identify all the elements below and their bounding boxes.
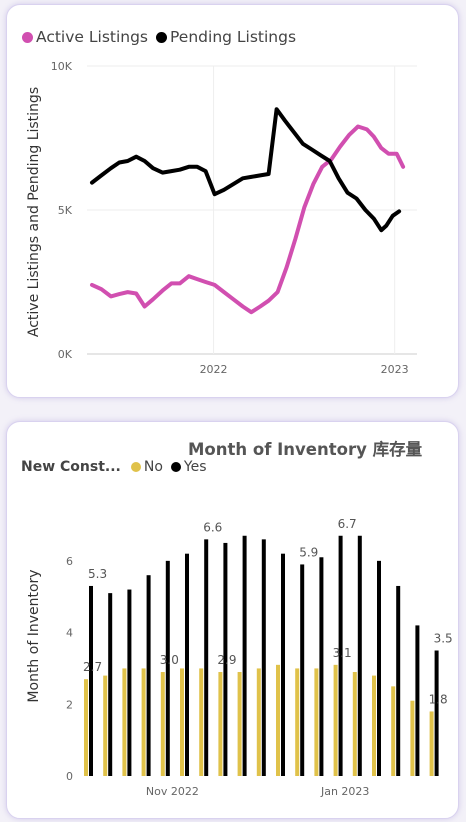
bar-yes[interactable] bbox=[396, 585, 401, 776]
listings-legend: Active Listings Pending Listings bbox=[22, 28, 304, 46]
inventory-y-axis-label: Month of Inventory bbox=[26, 569, 42, 702]
bar-no[interactable] bbox=[237, 672, 242, 776]
x-tick-label: 2023 bbox=[381, 363, 409, 376]
data-label: 1.8 bbox=[429, 692, 448, 706]
active-listings-line[interactable] bbox=[90, 124, 406, 315]
y-tick-label: 0K bbox=[58, 348, 73, 361]
legend-yes-marker bbox=[170, 462, 181, 472]
bar-yes[interactable] bbox=[357, 535, 362, 776]
bar-yes[interactable] bbox=[281, 553, 285, 776]
bar-no[interactable] bbox=[333, 664, 338, 776]
x-tick-label: Jan 2023 bbox=[320, 785, 369, 798]
legend-active-listings[interactable]: Active Listings bbox=[22, 28, 148, 46]
data-label: 5.9 bbox=[299, 545, 318, 559]
bar-no[interactable] bbox=[199, 668, 204, 776]
bar-yes[interactable] bbox=[165, 560, 170, 776]
listings-x-ticks: 2022 2023 bbox=[200, 363, 409, 376]
legend-active-listings-marker bbox=[22, 31, 33, 43]
pending-listings-line[interactable] bbox=[90, 107, 402, 233]
listings-series-lines bbox=[90, 107, 406, 315]
bar-yes[interactable] bbox=[89, 585, 93, 776]
data-label: 3.5 bbox=[434, 632, 453, 646]
listings-gridlines bbox=[87, 65, 417, 355]
data-label: 3.1 bbox=[333, 646, 352, 660]
bar-yes[interactable] bbox=[261, 539, 266, 776]
bar-no[interactable] bbox=[160, 672, 165, 776]
bar-yes[interactable] bbox=[127, 589, 132, 776]
bar-yes[interactable] bbox=[108, 593, 113, 776]
bar-no[interactable] bbox=[391, 686, 396, 776]
bar-yes[interactable] bbox=[185, 553, 189, 776]
bar-no[interactable] bbox=[141, 668, 146, 776]
data-label: 3.0 bbox=[160, 653, 179, 667]
y-tick-label: 10K bbox=[51, 60, 73, 73]
data-label: 2.9 bbox=[217, 653, 236, 667]
inventory-chart-title: Month of Inventory 库存量 bbox=[188, 440, 423, 459]
listings-line-chart: Active Listings and Pending Listings 0K 5… bbox=[26, 60, 417, 376]
y-tick-label: 2 bbox=[66, 698, 73, 711]
legend-no[interactable]: No bbox=[130, 459, 163, 475]
bar-no[interactable] bbox=[352, 672, 357, 776]
legend-active-listings-label: Active Listings bbox=[36, 28, 149, 46]
bar-yes[interactable] bbox=[300, 564, 305, 776]
bar-no[interactable] bbox=[84, 679, 88, 776]
bar-yes[interactable] bbox=[434, 650, 439, 777]
bar-yes[interactable] bbox=[415, 625, 420, 776]
data-label: 5.3 bbox=[88, 567, 107, 581]
inventory-chart-card: Month of Inventory 库存量 New Const... No Y… bbox=[6, 421, 459, 819]
legend-no-label: No bbox=[143, 459, 163, 475]
inventory-legend: New Const... No Yes bbox=[21, 459, 215, 475]
legend-yes[interactable]: Yes bbox=[170, 459, 207, 475]
legend-pending-listings-label: Pending Listings bbox=[170, 28, 297, 46]
bar-no[interactable] bbox=[122, 668, 127, 776]
legend-pending-listings-marker bbox=[156, 31, 168, 43]
bar-yes[interactable] bbox=[377, 560, 381, 776]
y-tick-label: 5K bbox=[58, 204, 73, 217]
bar-no[interactable] bbox=[410, 700, 415, 776]
listings-y-axis-label: Active Listings and Pending Listings bbox=[26, 87, 42, 337]
bar-no[interactable] bbox=[218, 672, 223, 776]
data-label: 6.6 bbox=[203, 520, 222, 534]
bar-no[interactable] bbox=[372, 675, 376, 776]
bar-no[interactable] bbox=[103, 675, 108, 776]
data-label: 6.7 bbox=[338, 517, 357, 531]
y-tick-label: 4 bbox=[66, 627, 73, 640]
legend-no-marker bbox=[130, 462, 141, 472]
bar-yes[interactable] bbox=[223, 542, 228, 776]
bar-yes[interactable] bbox=[319, 557, 324, 776]
inventory-bars bbox=[84, 535, 439, 777]
bar-yes[interactable] bbox=[242, 535, 247, 776]
bar-no[interactable] bbox=[256, 668, 261, 776]
bar-no[interactable] bbox=[276, 664, 280, 776]
y-tick-label: 0 bbox=[66, 770, 73, 783]
legend-yes-label: Yes bbox=[183, 459, 207, 475]
bar-yes[interactable] bbox=[146, 575, 151, 776]
listings-chart-card: Active Listings Pending Listings Active … bbox=[6, 4, 459, 398]
inventory-y-ticks: 0 2 4 6 bbox=[66, 555, 73, 783]
bar-no[interactable] bbox=[314, 668, 319, 776]
inventory-x-ticks: Nov 2022 Jan 2023 bbox=[146, 785, 370, 798]
bar-yes[interactable] bbox=[338, 535, 343, 776]
x-tick-label: Nov 2022 bbox=[146, 785, 199, 798]
inventory-data-labels: 5.3 2.7 3.0 6.6 2.9 5.9 6.7 3.1 3.5 1.8 bbox=[83, 517, 453, 707]
bar-no[interactable] bbox=[429, 711, 434, 776]
legend-pending-listings[interactable]: Pending Listings bbox=[156, 28, 296, 46]
y-tick-label: 6 bbox=[66, 555, 73, 568]
data-label: 2.7 bbox=[83, 660, 102, 674]
listings-y-ticks: 0K 5K 10K bbox=[51, 60, 73, 361]
bar-no[interactable] bbox=[295, 668, 300, 776]
inventory-legend-title: New Const... bbox=[21, 459, 121, 475]
bar-no[interactable] bbox=[180, 668, 184, 776]
x-tick-label: 2022 bbox=[200, 363, 228, 376]
bar-yes[interactable] bbox=[204, 539, 209, 776]
